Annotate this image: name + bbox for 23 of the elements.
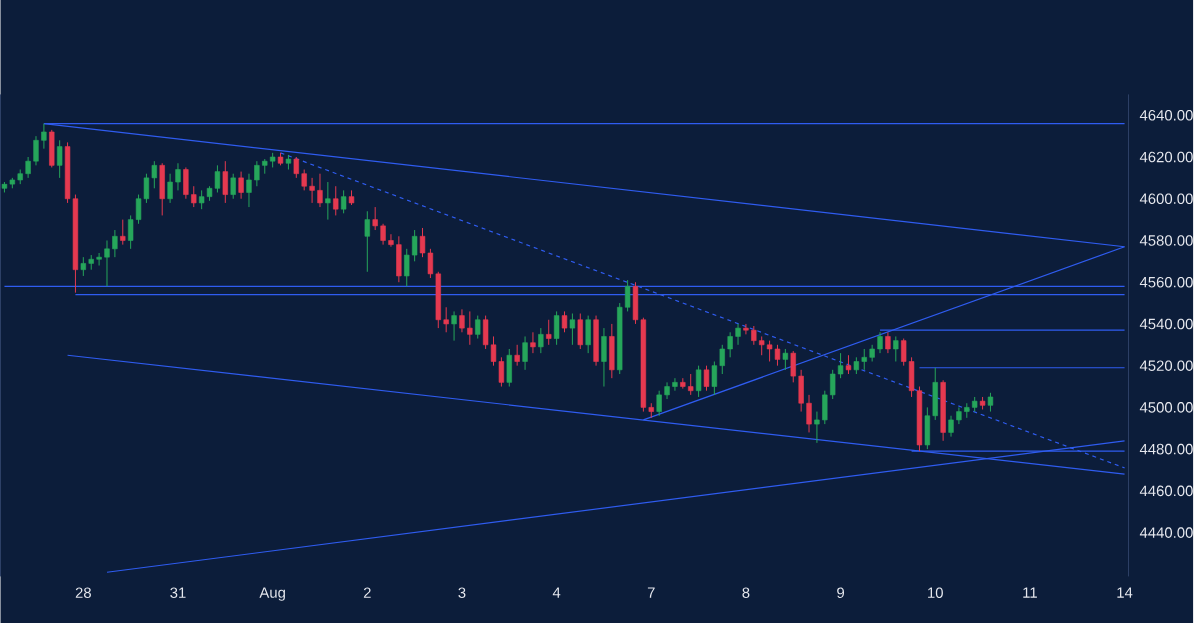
y-tick-label: 4620.00 [1139,151,1193,163]
x-tick-label: 3 [458,587,466,598]
y-tick-label: 4500.00 [1139,402,1193,413]
x-tick-label: 4 [552,587,561,598]
x-tick-label: Aug [259,587,285,601]
x-tick-label: 7 [647,587,655,598]
y-tick-label: 4600.00 [1139,193,1193,204]
x-tick-label: 28 [75,587,91,598]
x-tick-label: 2 [363,587,371,598]
x-tick-label: 31 [170,587,186,598]
x-tick-label: 11 [1023,587,1037,598]
y-tick-label: 4440.00 [1139,527,1193,538]
y-tick-label: 4460.00 [1139,485,1193,497]
y-tick-label: 4520.00 [1139,360,1193,371]
y-tick-label: 4540.00 [1139,318,1193,330]
x-tick-label: 14 [1117,587,1133,598]
x-tick-label: 9 [837,587,845,598]
y-tick-label: 4640.00 [1139,109,1193,121]
x-tick-label: 8 [742,587,750,598]
y-tick-label: 4560.00 [1139,276,1193,288]
y-tick-label: 4480.00 [1139,443,1193,455]
y-tick-label: 4580.00 [1139,235,1193,246]
x-tick-label: 10 [928,587,943,598]
